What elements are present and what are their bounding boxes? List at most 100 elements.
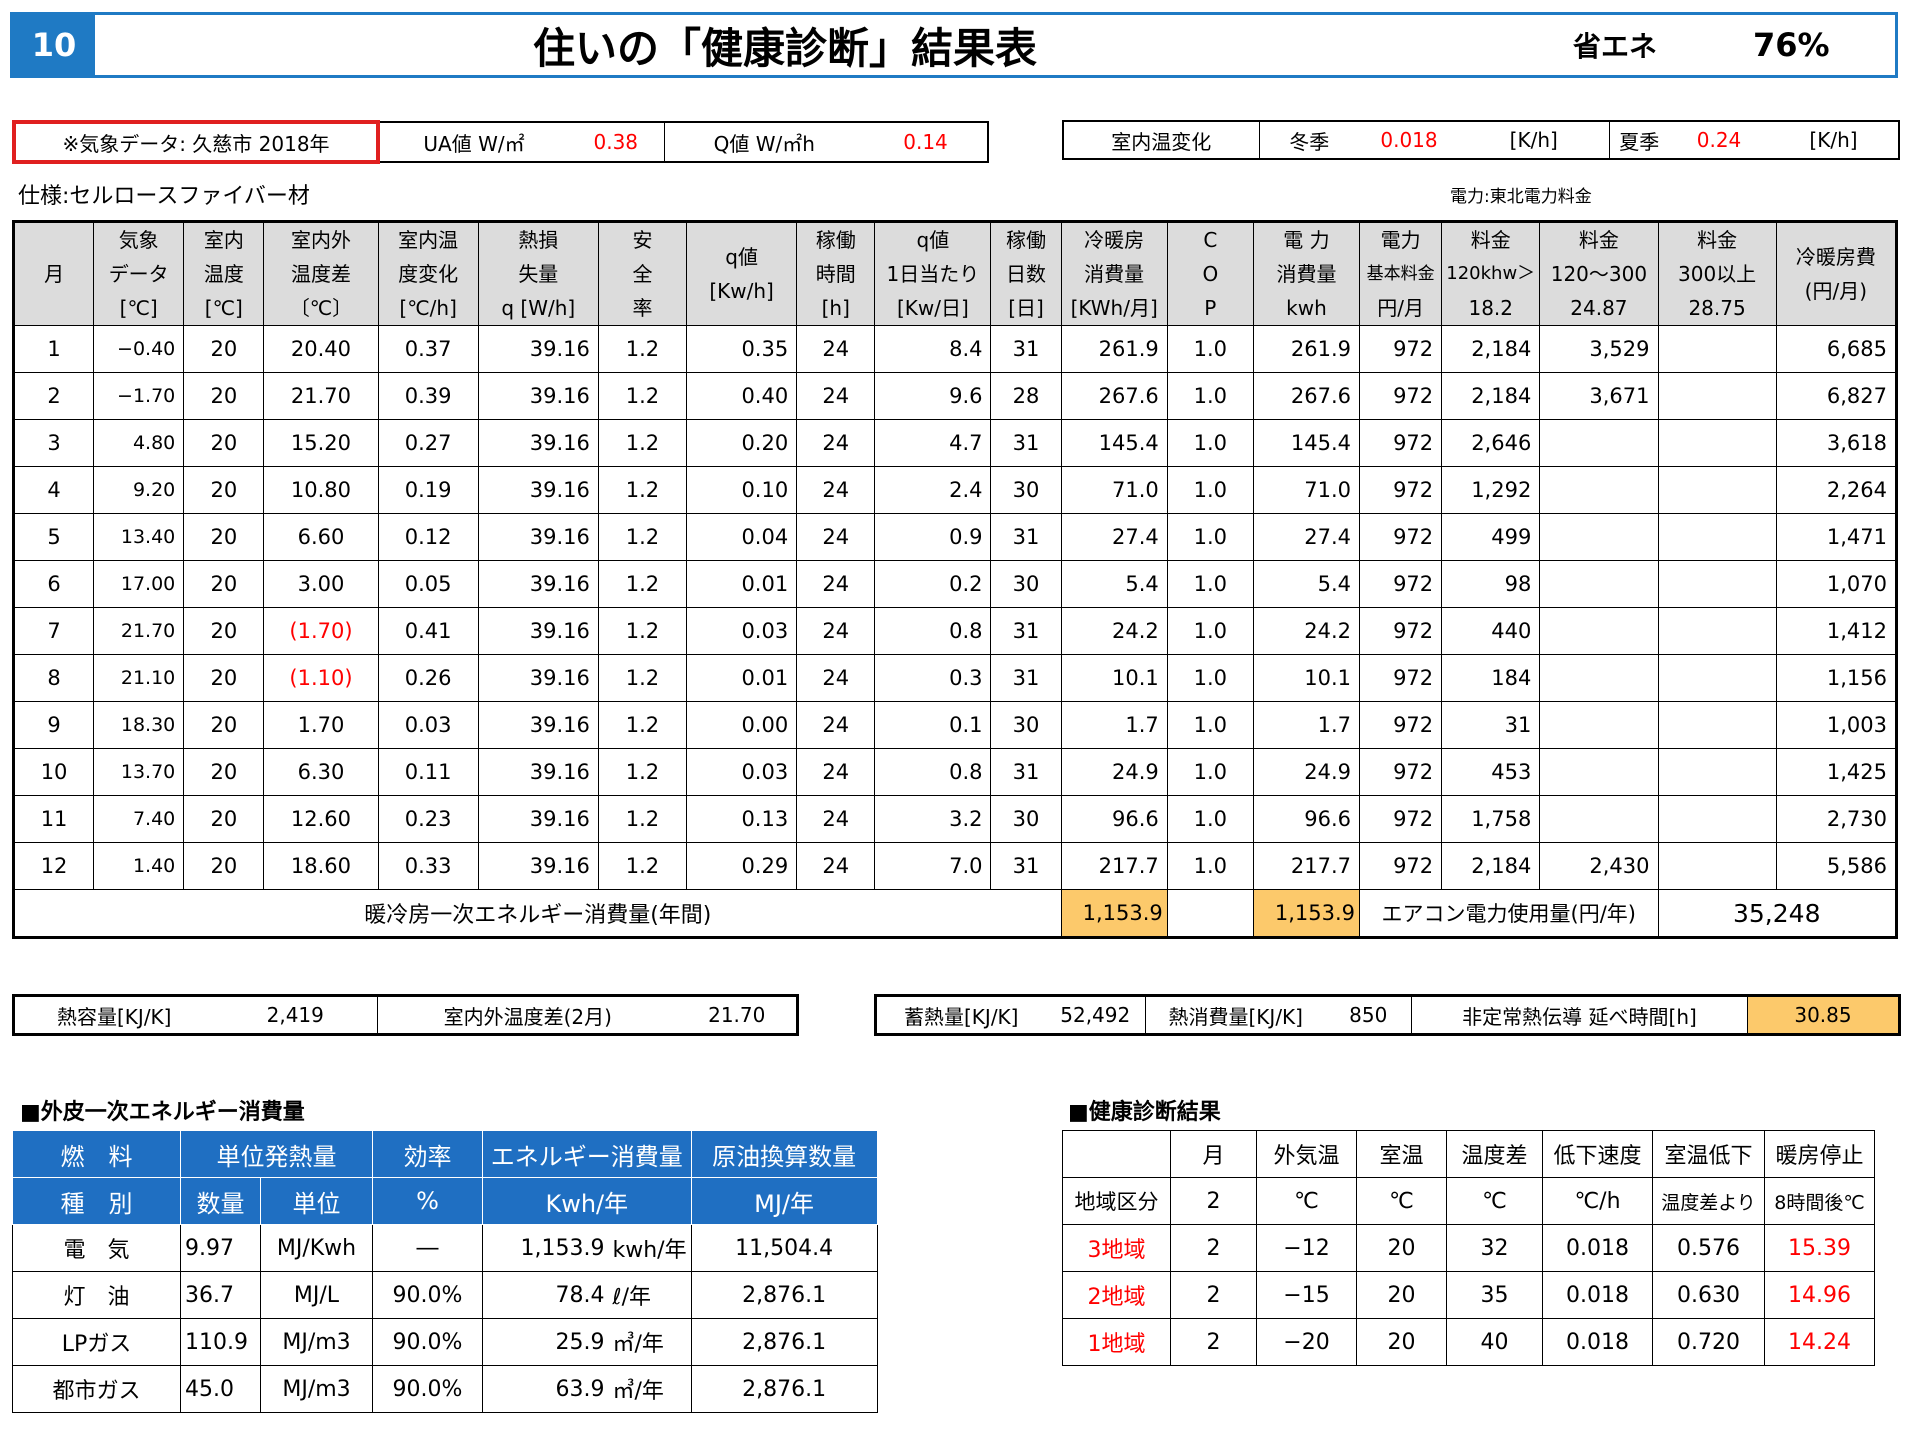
table-cell: 27.4 [1252, 513, 1361, 561]
table-row: 11 7.40 20 12.60 0.23 39.16 1.2 0.13 24 3.2 30 96.6… [12, 795, 1898, 843]
energy-subheader-quantity: 数量 [180, 1177, 261, 1225]
table-cell: 8 [12, 654, 95, 702]
table-cell: 24 [796, 795, 876, 843]
table-cell: 24 [796, 842, 876, 890]
table-cell: 20 [183, 842, 265, 890]
energy-cell: 11,504.4 [690, 1224, 878, 1272]
table-cell: 39.16 [477, 419, 599, 467]
table-cell: 18.30 [93, 701, 185, 749]
diagnosis-table: 月外気温 室温 温度差 低下速度 室温低下 暖房停止 地域区分 2 ℃ ℃ ℃ ℃/h 温度差より 8時間… [1062, 1130, 1875, 1366]
column-header-line: [℃] [204, 296, 243, 320]
energy-subheader-mj: MJ/年 [690, 1177, 878, 1225]
energy-row: LPガス 110.9 MJ/m3 90.0% 25.9 ㎥/年 2,876.1 [12, 1318, 878, 1366]
ua-value: 0.38 [568, 121, 665, 163]
table-cell: 0.20 [686, 419, 798, 467]
table-cell: 3.2 [874, 795, 992, 843]
table-cell: 30 [990, 560, 1062, 608]
table-cell [1539, 654, 1659, 702]
table-cell: 71.0 [1060, 466, 1168, 514]
table-cell: 0.04 [686, 513, 798, 561]
column-header-line: 度変化 [398, 262, 459, 286]
table-cell: 5,586 [1775, 842, 1898, 890]
table-cell: 13.40 [93, 513, 185, 561]
energy-cell: 1,153.9 [482, 1224, 609, 1272]
table-cell: 24.2 [1060, 607, 1168, 655]
table-cell: 24 [796, 325, 876, 373]
table-cell: 1.2 [597, 701, 688, 749]
diagnosis-cell: 8時間後℃ [1764, 1177, 1875, 1225]
table-cell: 24 [796, 607, 876, 655]
table-cell: 20 [183, 654, 265, 702]
table-cell: 972 [1359, 607, 1443, 655]
table-cell [1657, 560, 1777, 608]
table-cell: 9.20 [93, 466, 185, 514]
diagnosis-row: 3地域 2 −12 20 32 0.018 0.576 15.39 [1062, 1224, 1875, 1272]
total-label: 暖冷房一次エネルギー消費量(年間) [13, 889, 1062, 938]
table-row: 3 4.80 20 15.20 0.27 39.16 1.2 0.20 24 4.7 31 145.4… [12, 419, 1898, 467]
column-header-line: 冷暖房費 [1795, 245, 1876, 269]
column-header-line: 消費量 [1276, 262, 1337, 286]
diagnosis-cell: 20 [1356, 1271, 1447, 1319]
diagnosis-cell: 0.018 [1542, 1224, 1653, 1272]
table-cell: 27.4 [1060, 513, 1168, 561]
table-cell: 0.19 [377, 466, 479, 514]
table-cell: 0.01 [686, 654, 798, 702]
table-cell: 24 [796, 513, 876, 561]
energy-row: 灯 油 36.7 MJ/L 90.0% 78.4 ℓ/年 2,876.1 [12, 1271, 878, 1319]
table-cell [1657, 842, 1777, 890]
energy-cell: 25.9 [482, 1318, 609, 1366]
energy-cell: 78.4 [482, 1271, 609, 1319]
energy-cell: 2,876.1 [690, 1271, 878, 1319]
total-consumption: 1,153.9 [1060, 889, 1168, 938]
energy-cell: 2,876.1 [690, 1365, 878, 1413]
table-cell: 18.60 [263, 842, 379, 890]
table-cell: 1,156 [1775, 654, 1898, 702]
table-cell: 4 [12, 466, 95, 514]
energy-subheader-unit: 単位 [260, 1177, 373, 1225]
column-header: 熱損 失量 q [W/h] [477, 221, 599, 326]
diagnosis-cell: 35 [1446, 1271, 1543, 1319]
diagnosis-cell: −15 [1256, 1271, 1357, 1319]
column-header: 月 [12, 221, 95, 326]
energy-cell: ㎥/年 [608, 1318, 692, 1366]
column-header: 料金 120～300 24.87 [1539, 221, 1659, 326]
column-header: 室内温 度変化 [℃/h] [377, 221, 479, 326]
table-cell: 15.20 [263, 419, 379, 467]
table-cell: 0.1 [874, 701, 992, 749]
table-cell: 1,003 [1775, 701, 1898, 749]
table-row: 1 −0.40 20 20.40 0.37 39.16 1.2 0.35 24 8.4 31 261.… [12, 325, 1898, 373]
column-header: 安全率 [597, 221, 688, 326]
diagnosis-cell: ℃ [1256, 1177, 1357, 1225]
column-header: 料金 120khw＞ 18.2 [1441, 221, 1541, 326]
energy-cell: MJ/m3 [260, 1318, 373, 1366]
table-cell: 31 [1441, 701, 1541, 749]
table-cell: 1.2 [597, 842, 688, 890]
table-cell: 3,671 [1539, 372, 1659, 420]
diagnosis-cell: 0.576 [1652, 1224, 1765, 1272]
table-cell: 20 [183, 466, 265, 514]
table-cell: 261.9 [1252, 325, 1361, 373]
table-row: 8 21.10 20 (1.10) 0.26 39.16 1.2 0.01 24 0.3 31 10.… [12, 654, 1898, 702]
energy-cell: 36.7 [180, 1271, 261, 1319]
table-cell: 1.2 [597, 466, 688, 514]
column-header-line: 稼働 [815, 228, 856, 252]
column-header-line: 時間 [815, 262, 856, 286]
energy-row: 都市ガス 45.0 MJ/m3 90.0% 63.9 ㎥/年 2,876.1 [12, 1365, 878, 1413]
table-cell: 1.2 [597, 654, 688, 702]
diagnosis-cell: 2 [1170, 1318, 1257, 1366]
winter-unit: [K/h] [1459, 120, 1610, 160]
column-header-line: 料金 [1578, 228, 1619, 252]
table-cell: 1.0 [1166, 795, 1254, 843]
energy-cell: 110.9 [180, 1318, 261, 1366]
column-header: 稼働 日数 [日] [990, 221, 1062, 326]
heat-storage-value: 52,492 [1045, 995, 1146, 1035]
table-cell: 24 [796, 372, 876, 420]
energy-cell: ㎥/年 [608, 1365, 692, 1413]
table-cell: 10.80 [263, 466, 379, 514]
table-cell: 1.0 [1166, 842, 1254, 890]
table-row: 4 9.20 20 10.80 0.19 39.16 1.2 0.10 24 2.4 30 71.0 1… [12, 466, 1898, 514]
q-label: Q値 W/㎡h [663, 121, 864, 163]
diagnosis-cell: 暖房停止 [1764, 1130, 1875, 1178]
total-power: 1,153.9 [1252, 889, 1361, 938]
column-header: q値 1日当たり [Kw/日] [874, 221, 992, 326]
